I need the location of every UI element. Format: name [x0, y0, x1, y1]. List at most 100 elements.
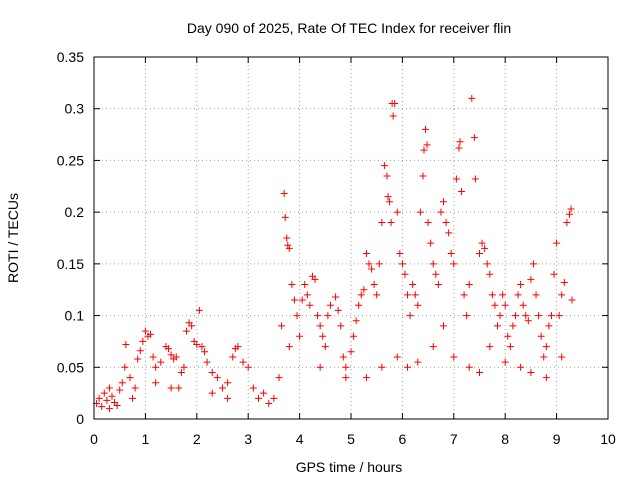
data-point — [396, 250, 404, 258]
data-point — [290, 296, 298, 304]
data-point — [311, 275, 319, 283]
data-point — [422, 125, 430, 133]
data-point — [563, 218, 571, 226]
data-point — [95, 394, 103, 402]
data-point — [180, 363, 188, 371]
data-point — [283, 234, 291, 242]
data-point — [275, 374, 283, 382]
data-point — [208, 368, 216, 376]
data-point — [387, 218, 395, 226]
data-point — [501, 301, 509, 309]
data-point — [157, 358, 165, 366]
data-point — [229, 353, 237, 361]
data-point — [420, 146, 428, 154]
data-point — [468, 94, 476, 102]
data-point — [278, 322, 286, 330]
data-point — [542, 343, 550, 351]
x-tick-label: 1 — [142, 431, 150, 447]
x-tick-label: 6 — [399, 431, 407, 447]
data-point — [337, 322, 345, 330]
data-point — [249, 384, 257, 392]
data-point — [293, 312, 301, 320]
data-point — [360, 286, 368, 294]
x-tick-label: 2 — [193, 431, 201, 447]
y-tick-label: 0.2 — [65, 204, 85, 220]
data-point — [427, 239, 435, 247]
data-point — [540, 353, 548, 361]
data-point — [347, 348, 355, 356]
data-point — [491, 301, 499, 309]
data-point — [175, 384, 183, 392]
data-point — [355, 301, 363, 309]
data-point — [280, 190, 288, 198]
data-point — [442, 218, 450, 226]
data-point — [411, 291, 419, 299]
data-point — [234, 343, 242, 351]
data-point — [152, 363, 160, 371]
data-point — [183, 327, 191, 335]
data-point — [285, 343, 293, 351]
data-point — [201, 348, 209, 356]
data-point — [116, 386, 124, 394]
data-point — [404, 291, 412, 299]
data-point — [434, 281, 442, 289]
data-point — [527, 275, 535, 283]
data-point — [288, 281, 296, 289]
data-point — [98, 403, 106, 411]
data-point — [542, 374, 550, 382]
data-point — [118, 379, 126, 387]
data-point — [486, 343, 494, 351]
y-tick-label: 0.05 — [57, 359, 84, 375]
data-point — [522, 312, 530, 320]
data-point — [450, 260, 458, 268]
data-point — [213, 374, 221, 382]
data-point — [383, 172, 391, 180]
y-tick-label: 0.15 — [57, 256, 84, 272]
data-point — [535, 312, 543, 320]
data-point — [147, 330, 155, 338]
data-point — [285, 244, 293, 252]
data-point — [404, 363, 412, 371]
data-point — [476, 368, 483, 376]
data-point — [509, 322, 517, 330]
data-point — [198, 343, 206, 351]
data-point — [357, 291, 365, 299]
data-point — [432, 270, 440, 278]
data-point — [414, 301, 422, 309]
data-point — [414, 358, 422, 366]
data-point — [284, 241, 292, 249]
data-point — [524, 317, 532, 325]
data-point — [224, 379, 232, 387]
data-point — [456, 138, 464, 146]
data-point — [100, 389, 108, 397]
x-tick-label: 9 — [553, 431, 561, 447]
data-point — [393, 208, 401, 216]
y-tick-labels: 0 0.05 0.1 0.15 0.2 0.25 0.3 0.35 — [57, 49, 84, 427]
data-point — [547, 312, 555, 320]
data-point — [265, 399, 273, 407]
data-point — [370, 281, 378, 289]
data-point — [565, 210, 573, 218]
data-point — [339, 353, 347, 361]
data-point — [470, 134, 478, 142]
data-point — [134, 355, 142, 363]
data-point — [113, 402, 121, 410]
data-point — [244, 363, 252, 371]
data-point — [139, 337, 147, 345]
y-axis-label: ROTI / TECUs — [5, 193, 21, 283]
data-point — [105, 405, 113, 413]
data-point — [126, 374, 134, 382]
data-point — [314, 312, 322, 320]
data-point — [172, 353, 180, 361]
data-point — [401, 270, 409, 278]
data-point — [488, 291, 496, 299]
data-point — [440, 322, 448, 330]
data-point — [416, 208, 424, 216]
x-tick-label: 4 — [296, 431, 304, 447]
data-point — [437, 208, 445, 216]
data-point — [362, 374, 370, 382]
data-point — [419, 172, 427, 180]
x-tick-labels: 0 1 2 3 4 5 6 7 8 9 10 — [90, 431, 616, 447]
data-point — [398, 260, 406, 268]
y-tick-label: 0.25 — [57, 152, 84, 168]
